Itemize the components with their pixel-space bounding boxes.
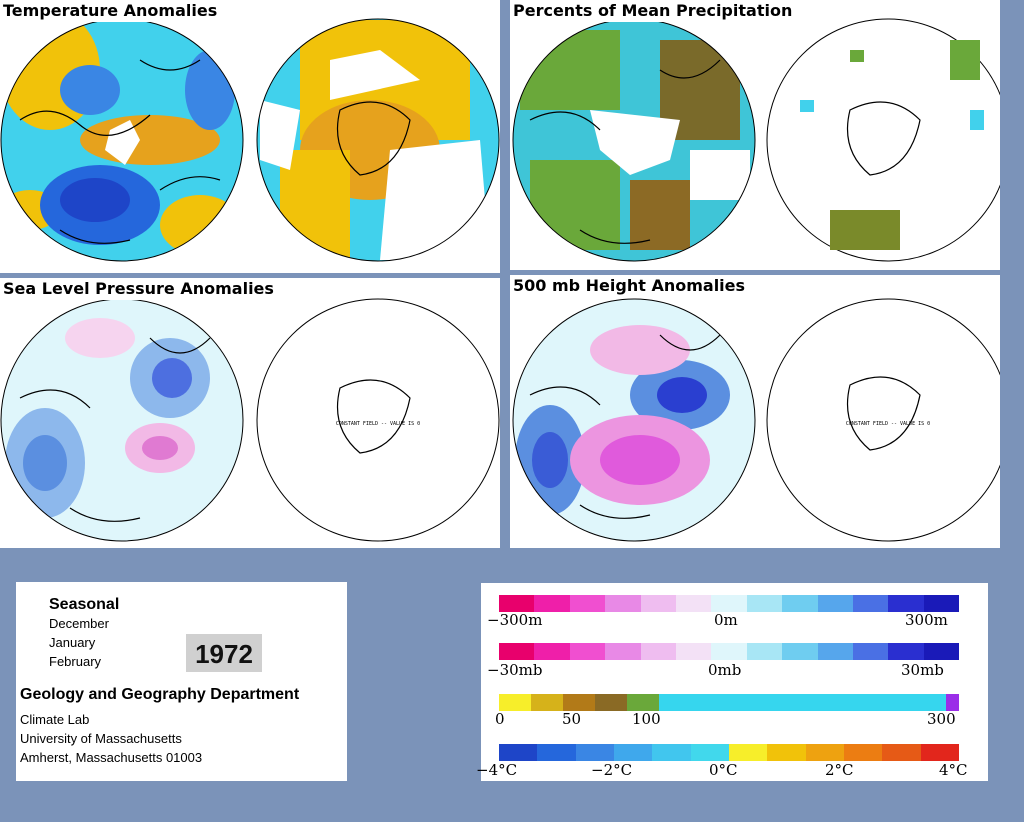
department-name: Geology and Geography Department bbox=[20, 686, 300, 703]
pressure-label-min: −30mb bbox=[487, 661, 543, 679]
precip-label-100: 100 bbox=[632, 710, 661, 728]
info-line-3: Amherst, Massachusetts 01003 bbox=[20, 750, 203, 765]
slp-title: Sea Level Pressure Anomalies bbox=[0, 278, 277, 300]
slp-panel: CONSTANT FIELD -- VALUE IS 0 Sea Level P… bbox=[0, 278, 500, 548]
year-badge: 1972 bbox=[186, 634, 262, 672]
temp-label-4: 4°C bbox=[939, 761, 968, 779]
info-box: Seasonal December January February 1972 … bbox=[16, 582, 347, 781]
precip-label-50: 50 bbox=[562, 710, 582, 728]
temp-label-0: 0°C bbox=[709, 761, 738, 779]
month-3: February bbox=[49, 654, 102, 669]
height500-title: 500 mb Height Anomalies bbox=[510, 275, 749, 297]
temperature-north-hemisphere bbox=[1, 19, 243, 261]
height500-constant-note: CONSTANT FIELD -- VALUE IS 0 bbox=[846, 421, 930, 427]
height-colorbar bbox=[499, 595, 960, 612]
precipitation-title: Percents of Mean Precipitation bbox=[510, 0, 796, 22]
info-line-1: Climate Lab bbox=[20, 712, 90, 727]
pressure-colorbar bbox=[499, 643, 960, 660]
month-1: December bbox=[49, 616, 109, 631]
season-label: Seasonal bbox=[49, 596, 120, 613]
precipitation-north-hemisphere bbox=[513, 19, 755, 261]
temperature-maps bbox=[0, 18, 500, 262]
temp-label-minus2: −2°C bbox=[591, 761, 633, 779]
height-label-min: −300m bbox=[487, 611, 543, 629]
temperature-panel: Temperature Anomalies bbox=[0, 0, 500, 273]
month-2: January bbox=[49, 635, 96, 650]
precip-colorbar bbox=[499, 694, 959, 711]
slp-maps: CONSTANT FIELD -- VALUE IS 0 bbox=[0, 298, 500, 542]
info-line-2: University of Massachusetts bbox=[20, 731, 182, 746]
height500-maps: CONSTANT FIELD -- VALUE IS 0 bbox=[512, 298, 1000, 542]
temp-colorbar bbox=[499, 744, 959, 761]
height-label-mid: 0m bbox=[714, 611, 738, 629]
slp-constant-note: CONSTANT FIELD -- VALUE IS 0 bbox=[336, 421, 420, 427]
slp-north-hemisphere bbox=[1, 299, 243, 541]
height500-north-hemisphere bbox=[513, 299, 755, 541]
temperature-title: Temperature Anomalies bbox=[0, 0, 221, 22]
height-label-max: 300m bbox=[905, 611, 948, 629]
pressure-label-max: 30mb bbox=[901, 661, 944, 679]
temp-label-2: 2°C bbox=[825, 761, 854, 779]
legend-box: −300m 0m 300m −30mb 0mb 30mb 0 50 100 30… bbox=[476, 583, 988, 781]
pressure-label-mid: 0mb bbox=[708, 661, 742, 679]
precip-label-0: 0 bbox=[495, 710, 505, 728]
temp-label-minus4: −4°C bbox=[476, 761, 518, 779]
precip-label-300: 300 bbox=[927, 710, 956, 728]
height500-panel: CONSTANT FIELD -- VALUE IS 0 500 mb Heig… bbox=[510, 275, 1000, 548]
precipitation-maps bbox=[512, 18, 1000, 262]
temperature-south-hemisphere bbox=[257, 19, 499, 261]
precipitation-panel: Percents of Mean Precipitation bbox=[510, 0, 1000, 270]
